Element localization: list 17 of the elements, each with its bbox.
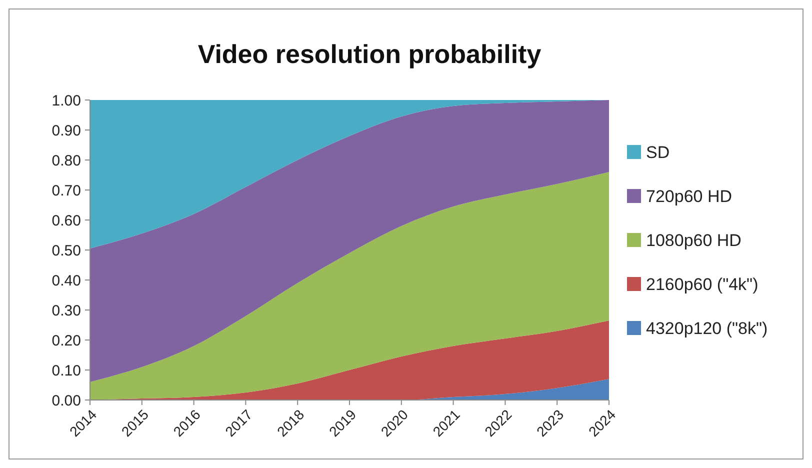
y-tick-label: 0.00 <box>52 392 81 410</box>
legend-label: SD <box>646 142 670 162</box>
y-tick-label: 0.30 <box>52 302 81 320</box>
chart-title: Video resolution probability <box>198 39 542 69</box>
legend-label: 1080p60 HD <box>646 230 742 250</box>
legend-label: 720p60 HD <box>646 186 732 206</box>
y-tick-label: 0.50 <box>52 242 81 260</box>
y-tick-label: 0.40 <box>52 272 81 290</box>
y-tick-label: 0.70 <box>52 182 81 200</box>
y-tick-label: 0.90 <box>52 122 81 140</box>
legend-label: 2160p60 ("4k") <box>646 274 758 294</box>
y-tick-label: 0.60 <box>52 212 81 230</box>
y-tick-label: 0.20 <box>52 332 81 350</box>
y-tick-label: 0.10 <box>52 362 81 380</box>
legend-label: 4320p120 ("8k") <box>646 318 768 338</box>
y-tick-label: 1.00 <box>52 92 81 110</box>
y-tick-label: 0.80 <box>52 152 81 170</box>
